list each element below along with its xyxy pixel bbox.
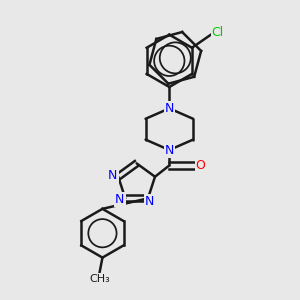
Text: N: N [165, 143, 174, 157]
Text: O: O [196, 159, 206, 172]
Text: N: N [108, 169, 118, 182]
Text: N: N [115, 193, 124, 206]
Text: N: N [145, 195, 154, 208]
Text: N: N [165, 102, 174, 115]
Text: Cl: Cl [212, 26, 224, 39]
Text: CH₃: CH₃ [89, 274, 110, 284]
